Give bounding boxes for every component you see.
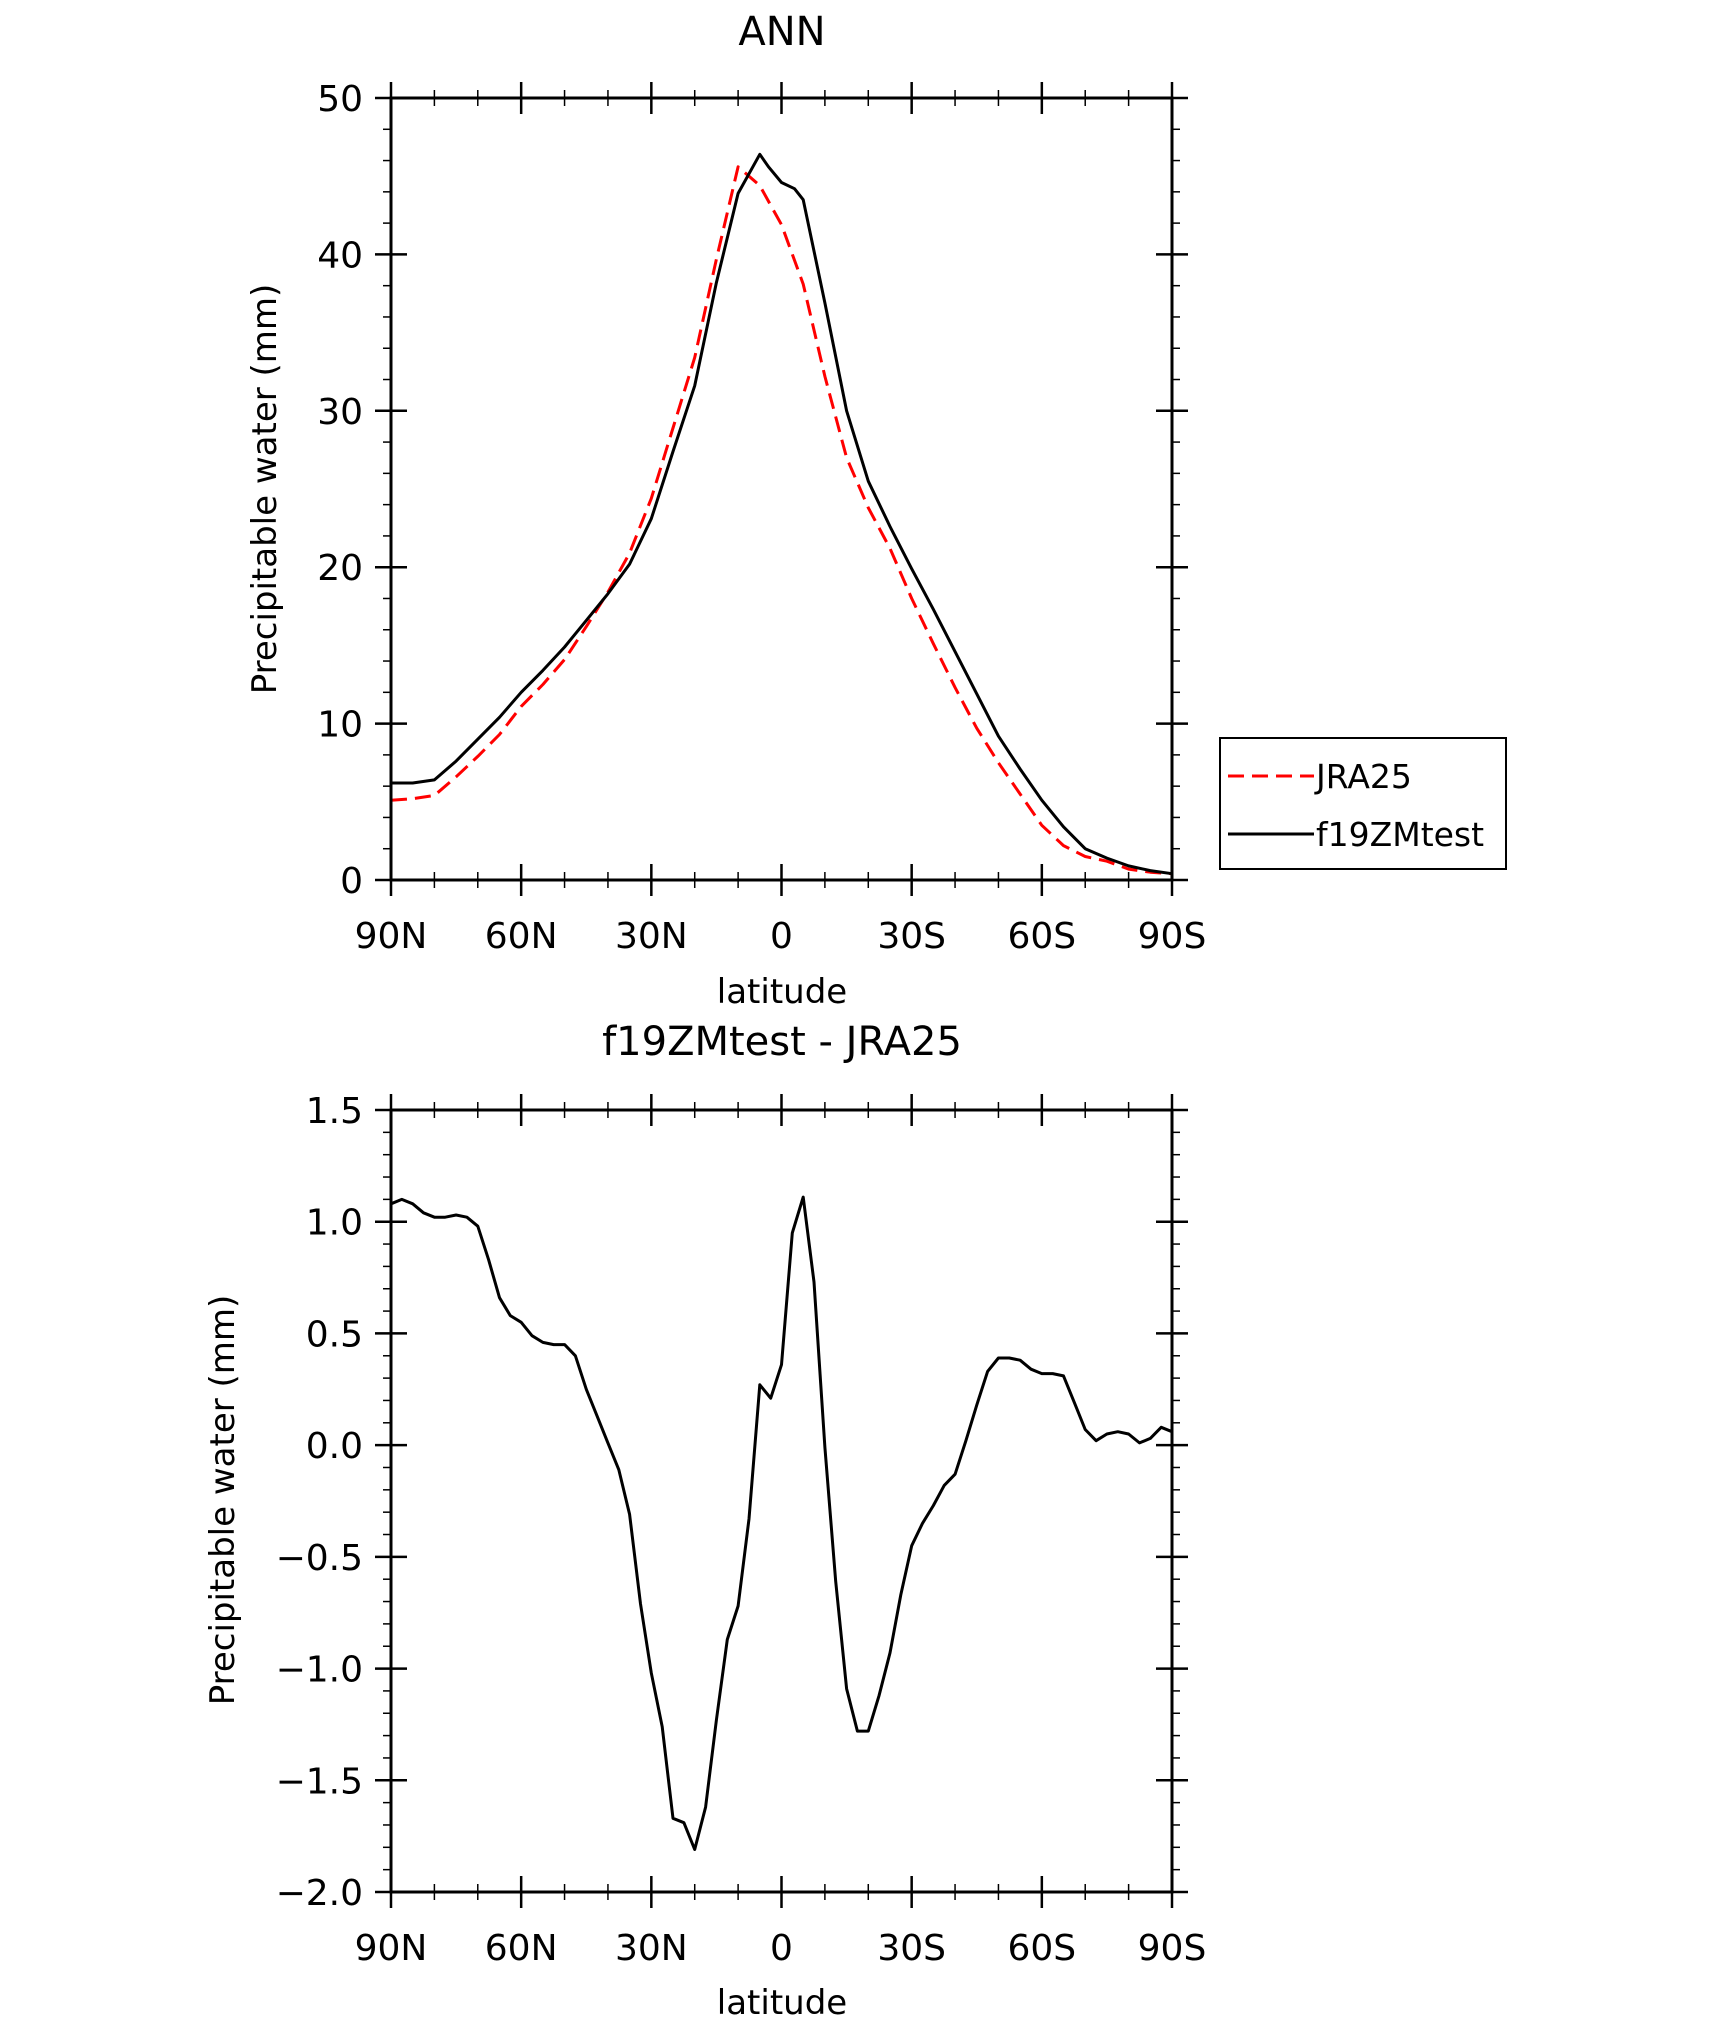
panel-1-x-axis-label: latitude	[717, 972, 847, 1012]
legend: JRA25 f19ZMtest	[1219, 737, 1507, 870]
series-line-jra25	[390, 165, 1173, 876]
panel-ann: ANN 0 10 20 30 40 50 90N 60N 30N 0 30S 60S 90S lati…	[245, 9, 1507, 1012]
panel-2-x-axis-label: latitude	[717, 1983, 847, 2021]
x-tick-label: 60N	[485, 916, 558, 957]
panel-1-plot-frame	[389, 96, 1174, 882]
y-tick-label: 50	[317, 79, 363, 120]
panel-difference: f19ZMtest - JRA25 −2.0 −1.5 −1.0 −0.5 0.0 0.5…	[203, 1019, 1206, 2021]
series-line-difference	[390, 1195, 1173, 1851]
y-tick-label: 1.0	[306, 1203, 363, 1244]
y-tick-label: 0.5	[306, 1314, 363, 1355]
legend-box	[1219, 737, 1507, 870]
y-tick-label: −0.5	[276, 1538, 363, 1579]
y-tick-label: 20	[317, 548, 363, 589]
legend-jra25-label: JRA25	[1314, 757, 1412, 796]
y-tick-label: 30	[317, 392, 363, 433]
panel-2-y-axis-label: Precipitable water (mm)	[203, 1295, 243, 1706]
panel-1-y-axis-label: Precipitable water (mm)	[245, 284, 285, 695]
x-tick-label: 30N	[615, 1928, 688, 1969]
panel-1-y-tick-labels: 0 10 20 30 40 50	[317, 79, 363, 902]
x-tick-label: 30N	[615, 916, 688, 957]
y-tick-label: 0.0	[306, 1426, 363, 1467]
panel-1-series	[390, 152, 1173, 876]
x-tick-label: 90S	[1138, 1928, 1207, 1969]
y-tick-label: 1.5	[306, 1091, 363, 1132]
y-tick-label: 0	[340, 861, 363, 902]
x-tick-label: 90S	[1138, 916, 1207, 957]
panel-2-x-tick-labels: 90N 60N 30N 0 30S 60S 90S	[355, 1928, 1207, 1969]
x-tick-label: 0	[770, 916, 793, 957]
x-tick-label: 60N	[485, 1928, 558, 1969]
x-tick-label: 90N	[355, 1928, 428, 1969]
y-tick-label: −1.0	[276, 1650, 363, 1691]
x-tick-label: 90N	[355, 916, 428, 957]
series-line-f19zmtest	[391, 152, 1173, 876]
y-tick-label: 40	[317, 235, 363, 276]
legend-f19zmtest-label: f19ZMtest	[1316, 815, 1484, 854]
panel-2-title: f19ZMtest - JRA25	[602, 1019, 962, 1065]
panel-1-x-tick-labels: 90N 60N 30N 0 30S 60S 90S	[355, 916, 1207, 957]
panel-2-y-tick-labels: −2.0 −1.5 −1.0 −0.5 0.0 0.5 1.0 1.5	[276, 1091, 363, 1914]
x-tick-label: 60S	[1007, 916, 1076, 957]
panel-2-plot-frame	[389, 1108, 1174, 1894]
x-tick-label: 0	[770, 1928, 793, 1969]
y-tick-label: −2.0	[276, 1873, 363, 1914]
y-tick-label: 10	[317, 705, 363, 746]
y-tick-label: −1.5	[276, 1761, 363, 1802]
panel-1-title: ANN	[738, 9, 825, 55]
x-tick-label: 30S	[877, 1928, 946, 1969]
x-tick-label: 30S	[877, 916, 946, 957]
panel-2-series	[390, 1195, 1173, 1851]
x-tick-label: 60S	[1007, 1928, 1076, 1969]
